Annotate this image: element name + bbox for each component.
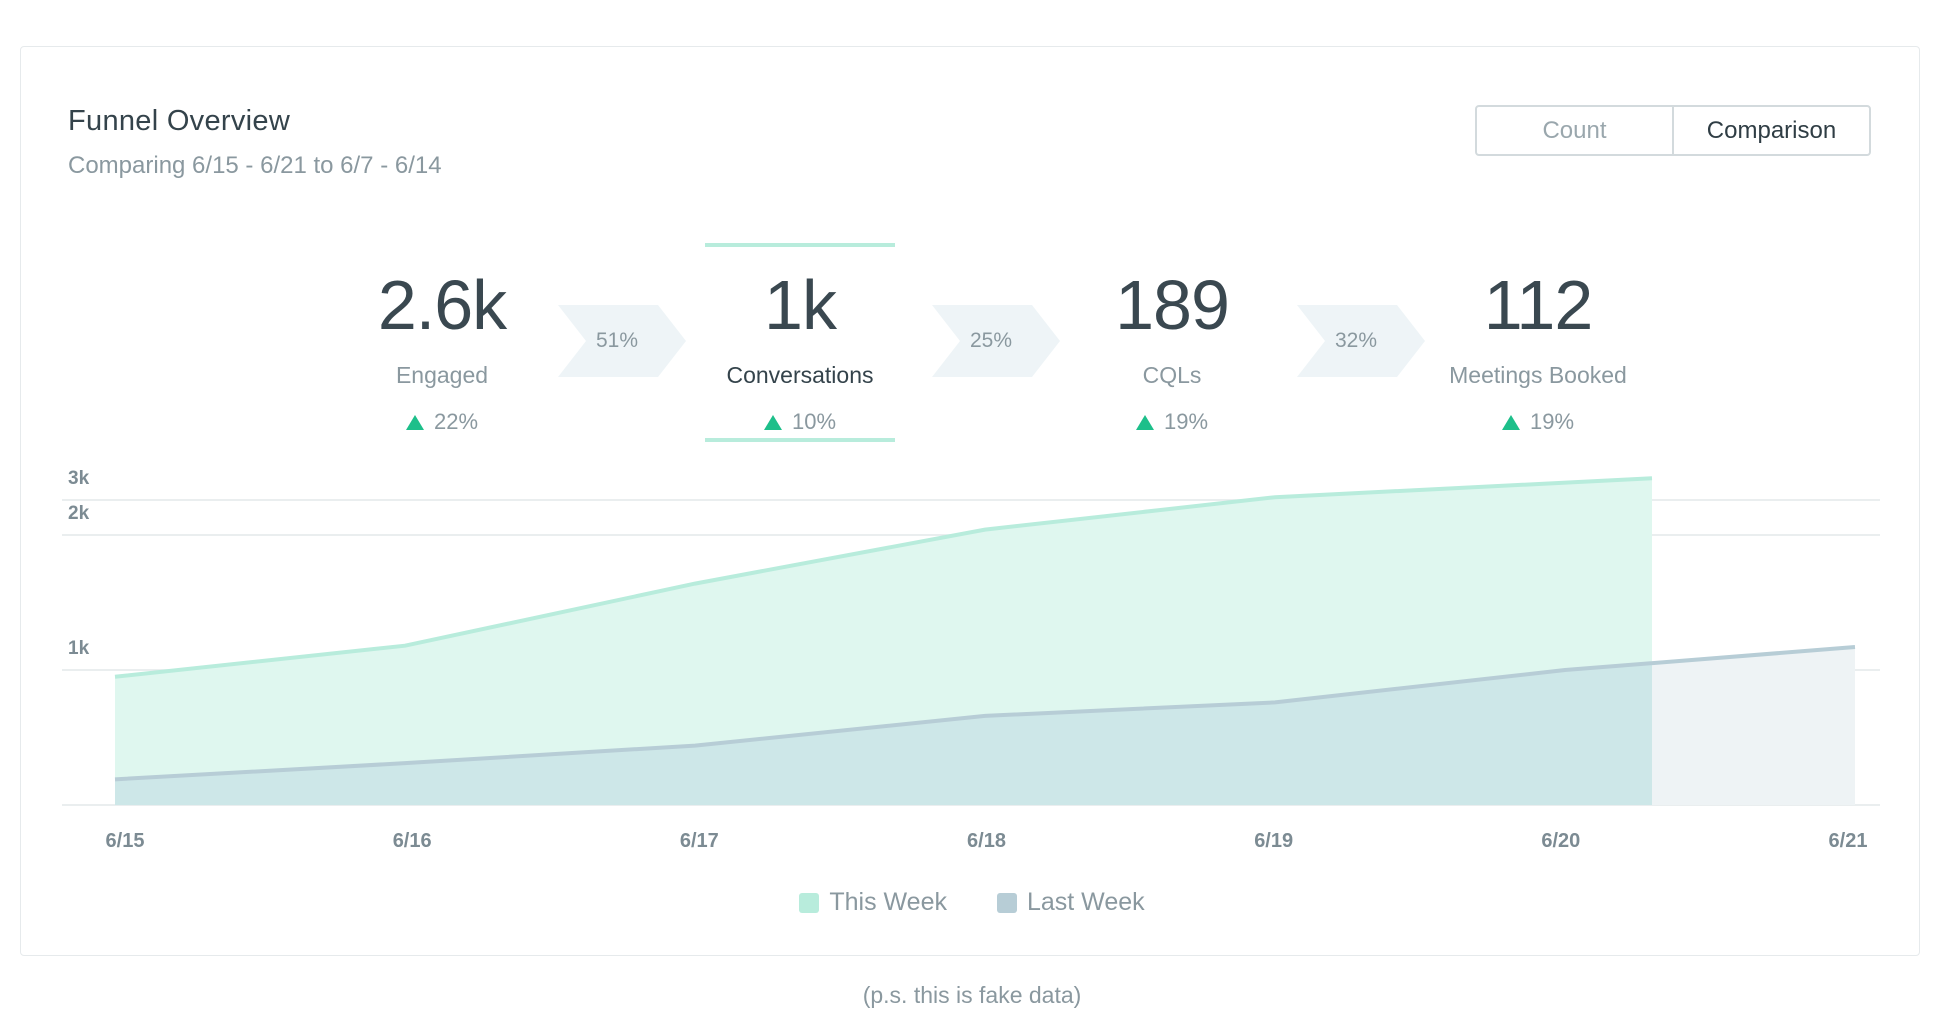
conversion-arrow-1: 51%	[558, 305, 688, 377]
stage-change: 22%	[322, 409, 562, 435]
stage-label: CQLs	[1142, 362, 1202, 388]
active-stage-top-bar	[705, 243, 895, 247]
footnote: (p.s. this is fake data)	[862, 982, 1082, 1008]
stage-meetings-booked[interactable]: 112 Meetings Booked 19%	[1418, 270, 1658, 435]
chevron-arrow-icon	[1297, 305, 1425, 377]
legend-last-week[interactable]: Last Week	[996, 888, 1145, 917]
stage-conversations[interactable]: 1k Conversations 10%	[680, 270, 920, 435]
date-range-subtitle: Comparing 6/15 - 6/21 to 6/7 - 6/14	[68, 152, 442, 179]
stage-value: 112	[1483, 266, 1594, 344]
up-arrow-icon	[763, 414, 782, 430]
stage-value: 189	[1115, 266, 1230, 344]
y-tick-label: 1k	[68, 638, 90, 659]
x-tick-label: 6/17	[680, 830, 719, 852]
stage-value: 1k	[764, 266, 837, 344]
conversion-arrow-3: 32%	[1297, 305, 1427, 377]
chevron-arrow-icon	[558, 305, 686, 377]
stage-cqls[interactable]: 189 CQLs 19%	[1052, 270, 1292, 435]
this-week-swatch	[799, 892, 820, 913]
conversion-arrow-2: 25%	[932, 305, 1062, 377]
stage-change: 19%	[1418, 409, 1658, 435]
up-arrow-icon	[1135, 414, 1154, 430]
up-arrow-icon	[1501, 414, 1520, 430]
x-tick-label: 6/19	[1254, 830, 1293, 852]
area-chart: 1k 2k 3k 6/15 6/16 6/17 6/18 6/19 6/20 6/21	[62, 468, 1880, 852]
chevron-arrow-icon	[932, 305, 1060, 377]
this-week-line	[114, 476, 1653, 679]
x-tick-label: 6/18	[967, 830, 1006, 852]
stage-change-value: 10%	[791, 409, 837, 434]
legend-label: This Week	[829, 888, 947, 916]
legend-this-week[interactable]: This Week	[799, 888, 947, 917]
y-tick-label: 3k	[68, 468, 90, 489]
last-week-line	[114, 645, 1856, 782]
stage-label: Engaged	[395, 362, 489, 388]
up-arrow-icon	[405, 414, 424, 430]
x-tick-label: 6/16	[393, 830, 432, 852]
stage-change-value: 22%	[433, 409, 479, 434]
stage-change: 19%	[1052, 409, 1292, 435]
legend-label: Last Week	[1026, 888, 1145, 916]
last-week-swatch	[996, 892, 1017, 913]
stage-change-value: 19%	[1529, 409, 1575, 434]
stage-change: 10%	[680, 409, 920, 435]
stage-value: 2.6k	[377, 266, 507, 344]
chart-legend: This Week Last Week	[0, 888, 1944, 917]
overlap-area	[115, 663, 1652, 805]
stage-label: Conversations	[726, 362, 874, 388]
conversion-rate: 51%	[595, 329, 639, 352]
x-tick-label: 6/20	[1541, 830, 1580, 852]
conversion-rate: 25%	[969, 329, 1013, 352]
stage-label: Meetings Booked	[1449, 362, 1627, 388]
y-tick-label: 2k	[68, 503, 90, 524]
x-tick-label: 6/15	[106, 830, 145, 852]
comparison-button[interactable]: Comparison	[1706, 116, 1837, 144]
conversion-rate: 32%	[1334, 329, 1378, 352]
count-button[interactable]: Count	[1477, 107, 1674, 154]
page-title: Funnel Overview	[68, 105, 291, 137]
active-stage-bottom-bar	[705, 438, 895, 442]
stage-change-value: 19%	[1163, 409, 1209, 434]
stage-engaged[interactable]: 2.6k Engaged 22%	[322, 270, 562, 435]
x-tick-label: 6/21	[1829, 830, 1868, 852]
view-toggle: Count Comparison	[1475, 105, 1871, 156]
